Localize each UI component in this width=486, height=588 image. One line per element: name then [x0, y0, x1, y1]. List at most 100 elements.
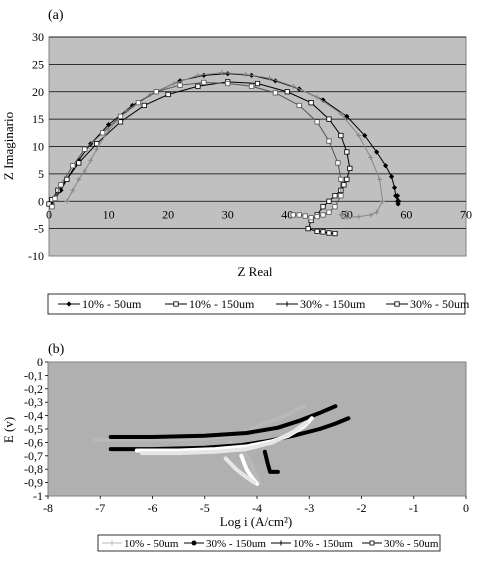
- chart-a-point: [377, 176, 383, 182]
- chart-a-point: [374, 209, 380, 215]
- chart-a-point: [332, 193, 338, 199]
- chart-a-point: [326, 198, 332, 204]
- chart-a-point: [380, 198, 386, 204]
- chart-a-point: [284, 301, 290, 307]
- chart-a-x-tick-label: 30: [222, 207, 234, 221]
- chart-a-x-tick-label: 60: [400, 207, 412, 221]
- chart-a-point: [284, 89, 290, 95]
- chart-a-legend-label: 30% - 150um: [300, 297, 366, 311]
- chart-b-x-tick-label: 0: [463, 501, 469, 515]
- chart-a-point: [290, 83, 296, 89]
- chart-a-point: [296, 102, 302, 109]
- chart-b-y-tick-label: 0: [37, 355, 43, 369]
- chart-b-y-tick-label: -0,7: [24, 449, 43, 463]
- chart-b-legend-label: 30% - 150um: [206, 538, 266, 550]
- chart-b-legend-marker: [369, 540, 375, 546]
- chart-b-x-tick-label: -5: [200, 501, 210, 515]
- chart-a-legend-items: 10% - 50um 10% - 150um 30% - 150um 30% - 50…: [58, 297, 470, 311]
- chart-a-point: [368, 212, 374, 218]
- panel-a-label: (a): [48, 8, 64, 23]
- chart-a-legend: [47, 293, 466, 315]
- chart-a-series-line: [51, 81, 342, 219]
- chart-a-point: [135, 100, 141, 106]
- chart-a-series-3: [49, 79, 344, 221]
- chart-a-point: [141, 102, 147, 109]
- chart-a-point: [391, 184, 398, 191]
- chart-a-point: [314, 213, 320, 220]
- chart-a-point: [70, 163, 76, 169]
- chart-b-y-tick-label: -0,6: [24, 435, 43, 449]
- chart-a-legend-label: 30% - 50um: [410, 297, 470, 311]
- chart-b-x-tick-label: -8: [43, 501, 53, 515]
- chart-b-legend-items: 10% - 50um 30% - 150um 10% - 150um 30% - 50…: [102, 538, 439, 550]
- chart-a-y-tick-label: 10: [32, 140, 44, 154]
- chart-a-y-tick-label: 25: [32, 57, 44, 71]
- chart-a-point: [326, 230, 332, 236]
- chart-a-point: [344, 113, 350, 119]
- chart-a-point: [395, 201, 401, 207]
- chart-a-point: [195, 83, 201, 89]
- chart-b-legend-marker: [109, 540, 115, 546]
- chart-a-point: [272, 90, 278, 96]
- chart-a-x-ticks: 010203040506070: [46, 207, 472, 221]
- chart-a-point: [394, 301, 400, 307]
- chart-a-point: [338, 193, 344, 199]
- chart-a-point: [382, 163, 389, 169]
- chart-a-point: [326, 138, 332, 144]
- chart-a-point: [344, 215, 350, 221]
- chart-a-point: [46, 201, 52, 207]
- chart-a-point: [88, 157, 94, 163]
- chart-a-point: [344, 176, 350, 182]
- chart-a-point: [254, 80, 261, 87]
- chart-a-point: [314, 119, 320, 125]
- chart-a-point: [396, 198, 402, 204]
- chart-b-series-line: [93, 404, 307, 442]
- chart-a-point: [117, 119, 124, 125]
- chart-b-y-tick-label: -0,5: [24, 422, 43, 436]
- chart-a-point: [335, 160, 341, 166]
- chart-b-legend-item: 30% - 150um: [184, 538, 266, 550]
- chart-b-y-axis-label: E (v): [1, 417, 16, 443]
- chart-a-point: [171, 81, 177, 87]
- chart-a-x-tick-label: 10: [103, 207, 115, 221]
- chart-b-x-tick-label: -6: [148, 501, 158, 515]
- chart-a-x-tick-label: 0: [46, 207, 52, 221]
- chart-b-legend-item: 10% - 150um: [271, 538, 353, 550]
- chart-a-point: [344, 209, 350, 215]
- chart-a-y-tick-label: 20: [32, 85, 44, 99]
- chart-a-point: [195, 72, 201, 78]
- chart-b-series-line: [262, 449, 280, 474]
- chart-a-legend-item: 10% - 150um: [165, 297, 255, 311]
- chart-a-point: [338, 111, 344, 117]
- chart-b-y-ticks: 0-0,1-0,2-0,3-0,4-0,5-0,6-0,7-0,8-0,9-1: [24, 355, 48, 503]
- chart-a-point: [82, 146, 88, 152]
- chart-b-series: [93, 404, 351, 486]
- chart-b-legend-label: 10% - 150um: [293, 538, 353, 550]
- chart-a-point: [314, 94, 320, 100]
- chart-a-point: [326, 209, 332, 215]
- chart-b-legend: [97, 534, 441, 552]
- chart-a-x-tick-label: 20: [162, 207, 174, 221]
- chart-b-x-ticks: -8 -7 -6 -5 -4 -3 -2 -1 0: [43, 496, 469, 515]
- chart-a-point: [388, 174, 395, 180]
- chart-b-x-tick-label: -7: [95, 501, 105, 515]
- chart-a-point: [356, 214, 362, 220]
- chart-b-legend-marker: [278, 540, 284, 546]
- chart-b-x-tick-label: -3: [304, 501, 314, 515]
- chart-b-legend-item: 10% - 50um: [102, 538, 179, 550]
- chart-a-point: [302, 213, 308, 219]
- chart-a-point: [320, 212, 326, 218]
- chart-a-point: [248, 83, 255, 89]
- chart-a-point: [374, 149, 380, 155]
- chart-a-point: [129, 102, 135, 109]
- chart-a-point: [305, 226, 311, 232]
- chart-b-y-tick-label: -0,8: [24, 462, 43, 476]
- chart-a-point: [320, 97, 326, 103]
- chart-b-x-tick-label: -2: [357, 501, 367, 515]
- chart-b-y-tick-label: -0,4: [24, 409, 43, 423]
- chart-b-x-axis-label: Log i (A/cm²): [220, 514, 293, 529]
- chart-a-point: [326, 116, 332, 122]
- chart-a-point: [308, 215, 314, 221]
- chart-a-y-tick-label: 30: [32, 30, 44, 44]
